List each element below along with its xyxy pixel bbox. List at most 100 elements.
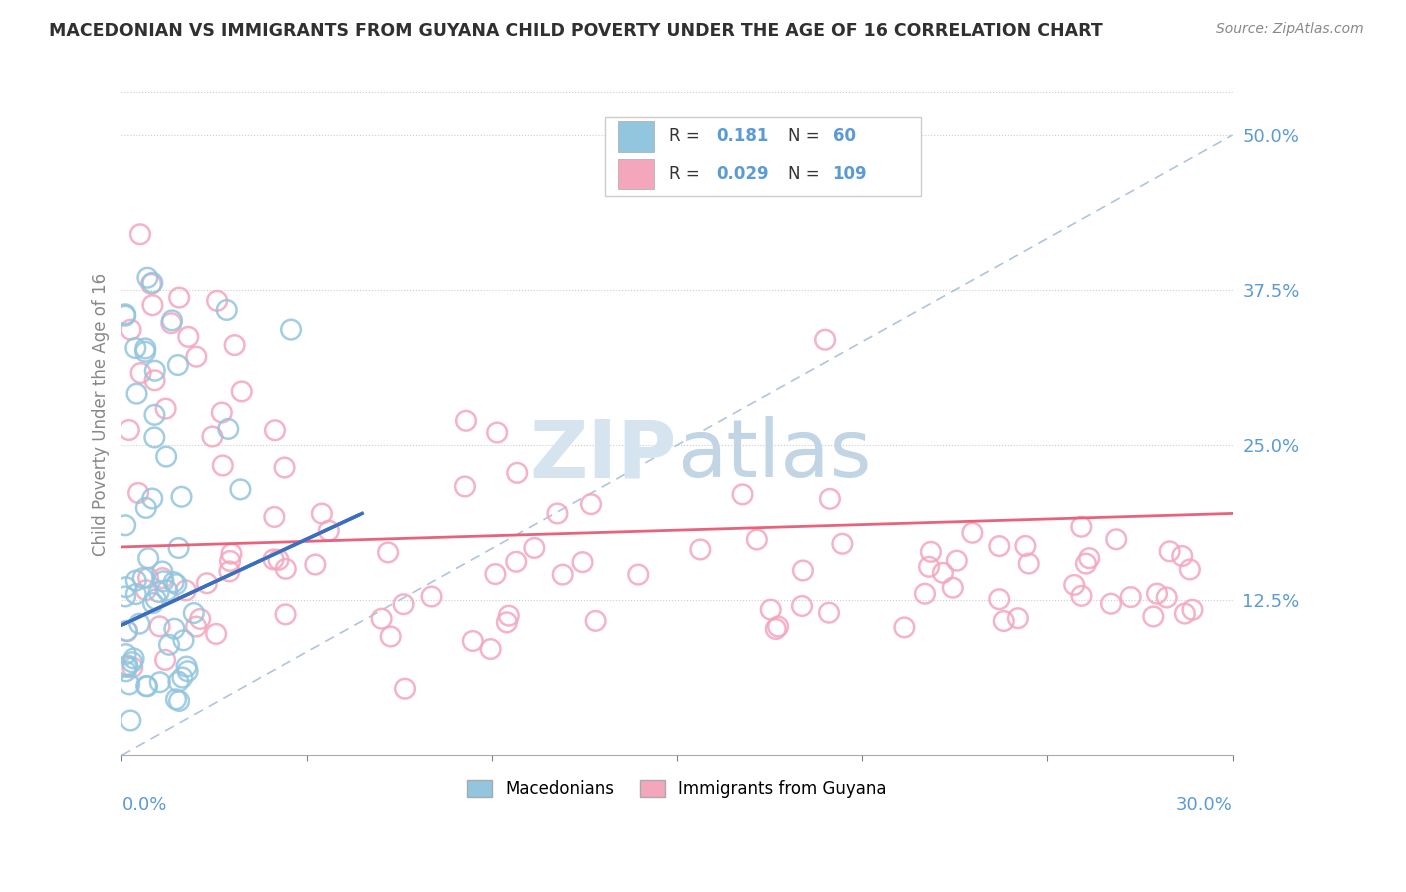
Point — [1014, 539, 1036, 553]
Point — [114, 309, 136, 323]
Text: 60: 60 — [832, 128, 855, 145]
Point — [135, 583, 157, 598]
Point — [818, 491, 841, 506]
Point — [117, 658, 139, 673]
Point — [1119, 590, 1142, 604]
Point — [167, 291, 190, 305]
Point — [1099, 597, 1122, 611]
Point — [129, 366, 152, 380]
Text: 30.0%: 30.0% — [1175, 797, 1233, 814]
Text: atlas: atlas — [676, 416, 872, 494]
Point — [920, 545, 942, 559]
Point — [129, 227, 152, 242]
Point — [114, 647, 136, 661]
Point — [141, 491, 163, 506]
Text: N =: N = — [789, 128, 825, 145]
Point — [392, 597, 415, 611]
Point — [370, 612, 392, 626]
Point — [454, 479, 477, 493]
Point — [118, 677, 141, 691]
Point — [205, 293, 228, 308]
Point — [132, 571, 155, 585]
Point — [498, 608, 520, 623]
Point — [141, 276, 163, 290]
Point — [160, 313, 183, 327]
Point — [172, 671, 194, 685]
Point — [114, 580, 136, 594]
Point — [579, 497, 602, 511]
Point — [731, 487, 754, 501]
Point — [1174, 607, 1197, 621]
Point — [150, 565, 173, 579]
Point — [176, 659, 198, 673]
Point — [745, 533, 768, 547]
Point — [304, 558, 326, 572]
Point — [946, 554, 969, 568]
Point — [221, 547, 243, 561]
Point — [231, 384, 253, 399]
Text: 109: 109 — [832, 165, 868, 183]
Point — [274, 562, 297, 576]
Point — [1142, 609, 1164, 624]
Point — [765, 622, 787, 636]
Point — [264, 423, 287, 437]
Point — [380, 630, 402, 644]
Legend: Macedonians, Immigrants from Guyana: Macedonians, Immigrants from Guyana — [461, 773, 893, 805]
Text: 0.181: 0.181 — [716, 128, 768, 145]
Point — [546, 507, 568, 521]
Text: MACEDONIAN VS IMMIGRANTS FROM GUYANA CHILD POVERTY UNDER THE AGE OF 16 CORRELATI: MACEDONIAN VS IMMIGRANTS FROM GUYANA CHI… — [49, 22, 1102, 40]
Point — [125, 386, 148, 401]
Point — [211, 458, 233, 473]
Point — [183, 606, 205, 620]
Point — [377, 545, 399, 559]
Point — [932, 566, 955, 580]
Point — [195, 576, 218, 591]
Point — [201, 429, 224, 443]
Point — [311, 507, 333, 521]
Point — [486, 425, 509, 440]
Point — [942, 581, 965, 595]
Point — [219, 554, 242, 568]
Point — [114, 307, 136, 321]
Point — [184, 619, 207, 633]
Point — [167, 541, 190, 555]
Point — [114, 590, 136, 604]
Point — [160, 316, 183, 330]
Point — [134, 344, 156, 359]
Point — [454, 414, 477, 428]
Point — [1105, 533, 1128, 547]
Point — [148, 619, 170, 633]
Point — [167, 358, 190, 372]
Point — [114, 665, 136, 679]
Point — [495, 615, 517, 630]
Point — [988, 539, 1011, 553]
Point — [165, 577, 187, 591]
Point — [122, 651, 145, 665]
Point — [120, 714, 142, 728]
Point — [218, 565, 240, 579]
Point — [177, 330, 200, 344]
Point — [167, 694, 190, 708]
Point — [1178, 562, 1201, 576]
Point — [1018, 557, 1040, 571]
Point — [115, 624, 138, 639]
Point — [136, 571, 159, 585]
Point — [1146, 587, 1168, 601]
Point — [115, 660, 138, 674]
Point — [143, 430, 166, 444]
Point — [229, 483, 252, 497]
Point — [139, 277, 162, 291]
Point — [962, 525, 984, 540]
Point — [163, 622, 186, 636]
Point — [136, 679, 159, 693]
Point — [127, 486, 149, 500]
Point — [918, 559, 941, 574]
Point — [120, 323, 142, 337]
Point — [134, 342, 156, 356]
Point — [124, 341, 146, 355]
Point — [148, 585, 170, 599]
Text: N =: N = — [789, 165, 825, 183]
Point — [505, 555, 527, 569]
Point — [394, 681, 416, 696]
Point — [1063, 578, 1085, 592]
